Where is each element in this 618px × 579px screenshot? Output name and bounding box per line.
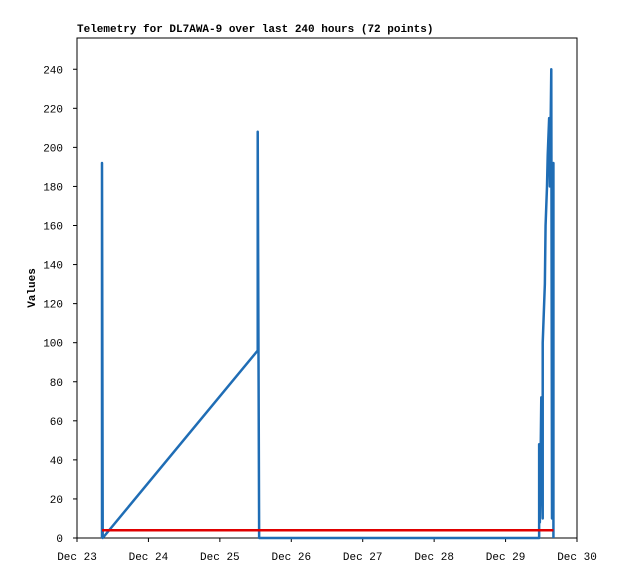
y-tick-label: 80 bbox=[50, 378, 63, 390]
plot-frame bbox=[76, 37, 578, 539]
data-line bbox=[100, 68, 555, 540]
x-tick-label: Dec 29 bbox=[486, 552, 526, 564]
y-tick-label: 100 bbox=[43, 339, 63, 351]
y-tick-label: 180 bbox=[43, 182, 63, 194]
y-tick-label: 120 bbox=[43, 300, 63, 312]
y-tick-label: 60 bbox=[50, 417, 63, 429]
chart-title: Telemetry for DL7AWA-9 over last 240 hou… bbox=[77, 24, 433, 36]
x-tick-label: Dec 23 bbox=[57, 552, 97, 564]
y-tick-label: 220 bbox=[43, 104, 63, 116]
y-tick-label: 140 bbox=[43, 261, 63, 273]
y-tick-label: 20 bbox=[50, 495, 63, 507]
y-tick-label: 160 bbox=[43, 222, 63, 234]
x-tick-label: Dec 24 bbox=[129, 552, 169, 564]
x-tick-label: Dec 27 bbox=[343, 552, 383, 564]
y-axis-label: Values bbox=[27, 268, 39, 308]
y-tick-label: 40 bbox=[50, 456, 63, 468]
y-tick-label: 0 bbox=[56, 534, 63, 546]
x-tick-label: Dec 26 bbox=[271, 552, 311, 564]
x-tick-label: Dec 28 bbox=[414, 552, 454, 564]
y-tick-label: 240 bbox=[43, 65, 63, 77]
y-tick-label: 200 bbox=[43, 143, 63, 155]
x-tick-label: Dec 25 bbox=[200, 552, 240, 564]
x-tick-label: Dec 30 bbox=[557, 552, 597, 564]
